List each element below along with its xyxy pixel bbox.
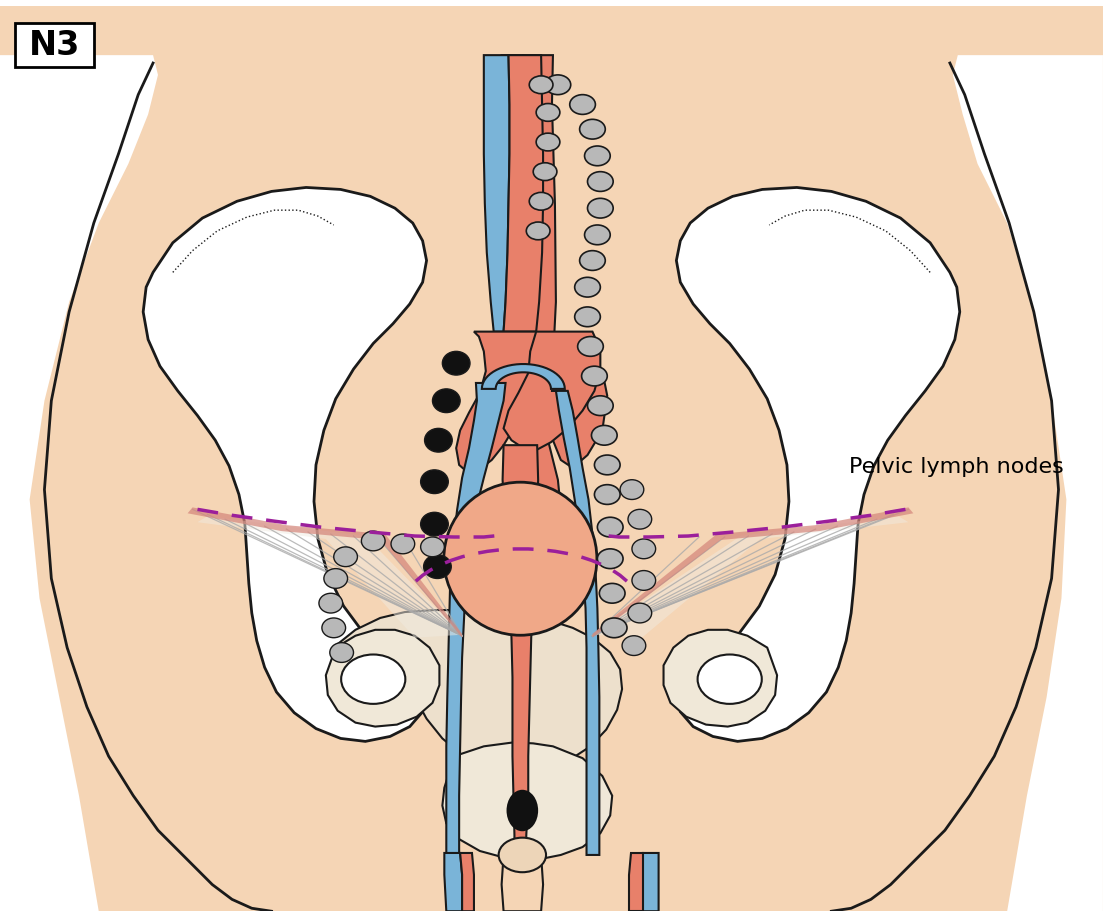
Ellipse shape [698,655,762,704]
Ellipse shape [601,618,627,637]
Polygon shape [551,391,600,855]
Ellipse shape [632,570,656,591]
Polygon shape [548,371,608,468]
Text: Pelvic lymph nodes: Pelvic lymph nodes [849,457,1063,477]
Ellipse shape [334,547,357,567]
Polygon shape [504,332,600,450]
Ellipse shape [506,790,538,831]
Polygon shape [504,55,543,332]
Polygon shape [442,743,612,859]
Ellipse shape [362,531,385,551]
Ellipse shape [588,396,613,415]
Ellipse shape [588,171,613,192]
Ellipse shape [529,76,553,94]
Ellipse shape [580,119,605,139]
Polygon shape [592,516,908,637]
Ellipse shape [391,534,414,554]
Polygon shape [336,610,622,772]
Ellipse shape [598,517,623,537]
Polygon shape [481,364,565,389]
Ellipse shape [421,513,448,536]
Polygon shape [484,55,509,332]
Ellipse shape [533,163,557,181]
Polygon shape [524,55,556,391]
Polygon shape [503,445,538,865]
Polygon shape [953,55,1102,911]
Ellipse shape [545,75,571,94]
Ellipse shape [574,277,600,297]
Ellipse shape [570,94,595,115]
Ellipse shape [620,480,643,500]
Ellipse shape [421,537,445,557]
Ellipse shape [580,250,605,271]
Polygon shape [518,371,561,529]
Ellipse shape [330,643,353,662]
Ellipse shape [442,351,470,375]
Polygon shape [326,630,439,726]
Polygon shape [143,187,427,741]
Text: N3: N3 [29,28,80,61]
Polygon shape [198,516,462,637]
Polygon shape [677,187,960,741]
Ellipse shape [594,485,620,504]
Ellipse shape [628,603,651,623]
Ellipse shape [574,307,600,326]
Ellipse shape [341,655,405,704]
Ellipse shape [584,225,610,245]
Polygon shape [445,853,462,911]
Ellipse shape [577,337,603,357]
FancyBboxPatch shape [15,23,94,67]
Polygon shape [502,855,543,911]
Ellipse shape [424,428,452,452]
Ellipse shape [526,222,550,239]
Ellipse shape [622,635,646,656]
Ellipse shape [582,366,608,386]
Ellipse shape [628,509,651,529]
Ellipse shape [536,104,560,121]
Ellipse shape [594,455,620,475]
Polygon shape [641,853,659,911]
Ellipse shape [319,593,343,613]
Ellipse shape [592,425,617,445]
Polygon shape [0,55,157,911]
Ellipse shape [423,555,451,579]
Ellipse shape [632,539,656,558]
Ellipse shape [598,549,623,569]
Polygon shape [663,630,777,726]
Ellipse shape [498,837,546,872]
Ellipse shape [443,482,596,635]
Ellipse shape [600,583,626,603]
Polygon shape [456,332,538,472]
Ellipse shape [324,569,347,589]
Polygon shape [447,383,506,855]
Polygon shape [460,853,474,911]
Ellipse shape [536,133,560,151]
Polygon shape [188,507,462,637]
Ellipse shape [584,146,610,166]
Ellipse shape [432,389,460,413]
Ellipse shape [529,193,553,210]
Polygon shape [629,853,642,911]
Polygon shape [592,507,914,637]
Ellipse shape [421,470,448,493]
Ellipse shape [322,618,345,637]
Ellipse shape [588,198,613,218]
Polygon shape [502,55,526,381]
